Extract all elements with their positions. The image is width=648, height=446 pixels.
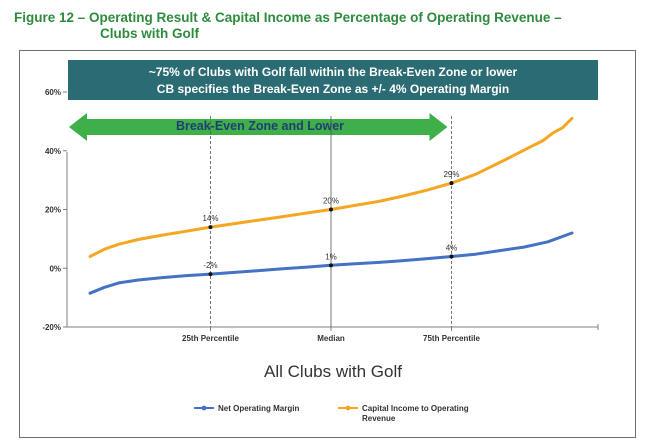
axes-group: 60% 40% 20% 0% -20% bbox=[42, 88, 599, 332]
series-line-capital-income-to-operating-revenue bbox=[88, 116, 574, 258]
point-label-capital-income-to-operating-revenue-29: 29% bbox=[443, 170, 459, 179]
x-tick-label-median: Median bbox=[317, 334, 345, 343]
figure-title-line1: Figure 12 – Operating Result & Capital I… bbox=[14, 10, 562, 25]
banner-line1: ~75% of Clubs with Golf fall within the … bbox=[149, 65, 518, 79]
percentile-markers: 25th Percentile Median 75th Percentile bbox=[182, 116, 481, 343]
x-tick-label-25th-percentile: 25th Percentile bbox=[182, 334, 239, 343]
chart-frame bbox=[19, 50, 636, 438]
point-marker-net-operating-margin-1 bbox=[329, 263, 333, 268]
legend-label-capital-income-line2: Revenue bbox=[362, 414, 396, 423]
series-line-net-operating-margin bbox=[88, 231, 574, 295]
point-label-capital-income-to-operating-revenue-14: 14% bbox=[202, 214, 218, 223]
legend-label-net-operating-margin: Net Operating Margin bbox=[218, 404, 299, 413]
banner-box bbox=[68, 60, 598, 100]
legend-label-capital-income-line1: Capital Income to Operating bbox=[362, 404, 469, 413]
figure-title-line2: Clubs with Golf bbox=[100, 26, 199, 41]
y-tick-label-0: 0% bbox=[49, 264, 61, 273]
legend-label-capital-income: Capital Income to Operating Revenue bbox=[362, 404, 471, 423]
legend-marker-capital-income bbox=[345, 405, 351, 411]
legend-marker-net-operating-margin bbox=[201, 405, 207, 411]
figure-title: Figure 12 – Operating Result & Capital I… bbox=[14, 10, 634, 42]
y-tick-label-20: 20% bbox=[45, 206, 61, 215]
banner-line2: CB specifies the Break-Even Zone as +/- … bbox=[157, 82, 509, 96]
point-marker-capital-income-to-operating-revenue-20 bbox=[329, 207, 333, 212]
point-marker-net-operating-margin-2 bbox=[208, 272, 213, 277]
point-marker-capital-income-to-operating-revenue-14 bbox=[208, 225, 213, 230]
y-tick-label-20: -20% bbox=[42, 323, 61, 332]
point-label-net-operating-margin-4: 4% bbox=[446, 244, 458, 253]
point-label-net-operating-margin-1: 1% bbox=[325, 252, 337, 261]
point-marker-capital-income-to-operating-revenue-29 bbox=[449, 181, 454, 186]
x-axis-title: All Clubs with Golf bbox=[264, 362, 402, 381]
series-group: -2% 1% 4% 14% 20% 29% bbox=[88, 116, 574, 295]
y-tick-label-60: 60% bbox=[45, 88, 61, 97]
y-tick-label-40: 40% bbox=[45, 147, 61, 156]
point-marker-net-operating-margin-4 bbox=[449, 254, 454, 259]
point-label-net-operating-margin-2: -2% bbox=[203, 261, 217, 270]
x-tick-label-75th-percentile: 75th Percentile bbox=[423, 334, 480, 343]
point-label-capital-income-to-operating-revenue-20: 20% bbox=[323, 197, 339, 206]
zone-arrow bbox=[69, 113, 448, 141]
zone-arrow-label: Break-Even Zone and Lower bbox=[176, 119, 344, 133]
legend: Net Operating Margin Capital Income to O… bbox=[194, 404, 471, 423]
